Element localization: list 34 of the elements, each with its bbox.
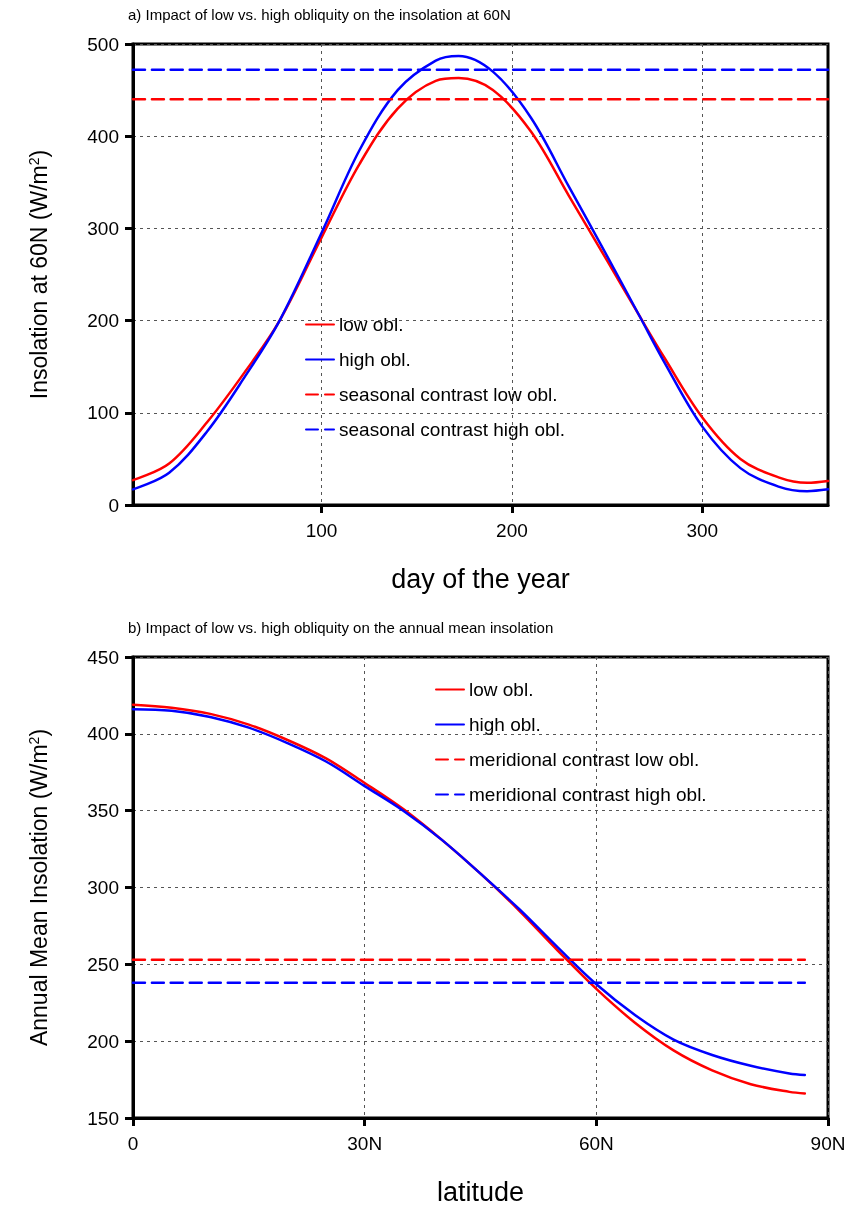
x-tick-label: 0 (127, 1133, 139, 1154)
x-tick-label: 90N (810, 1133, 846, 1154)
legend-label: high obl. (469, 714, 541, 735)
legend-label: high obl. (339, 349, 411, 370)
y-axis-title: Annual Mean Insolation (W/m2) (26, 728, 52, 1047)
y-tick-label: 450 (87, 646, 119, 668)
y-tick-label: 0 (108, 494, 119, 516)
legend-label: low obl. (339, 314, 404, 335)
chart-title: b) Impact of low vs. high obliquity on the annual mean insolation (128, 619, 554, 636)
chart-title: a) Impact of low vs. high obliquity on the insolation at 60N (128, 6, 511, 23)
y-axis-title: Insolation at 60N (W/m2) (26, 149, 52, 400)
legend-label: meridional contrast low obl. (469, 749, 700, 770)
y-tick-label: 150 (87, 1107, 119, 1129)
x-axis-title: latitude (436, 1176, 525, 1207)
x-tick-label: 300 (686, 520, 719, 541)
y-tick-label: 200 (87, 310, 119, 332)
legend-label: seasonal contrast low obl. (339, 384, 558, 405)
y-tick-label: 250 (87, 953, 119, 975)
legend-label: meridional contrast high obl. (469, 784, 707, 805)
y-tick-label: 300 (87, 877, 119, 898)
y-tick-label: 100 (87, 402, 119, 424)
y-tick-label: 400 (87, 125, 119, 147)
x-tick-label: 30N (347, 1133, 383, 1154)
y-tick-label: 350 (87, 800, 119, 822)
x-tick-label: 60N (578, 1133, 614, 1154)
x-tick-label: 200 (496, 520, 528, 541)
y-tick-label: 400 (87, 723, 119, 745)
y-tick-label: 300 (87, 217, 119, 239)
legend-label: seasonal contrast high obl. (339, 419, 566, 440)
x-tick-label: 100 (305, 520, 338, 541)
x-axis-title: day of the year (391, 563, 570, 594)
y-tick-label: 200 (87, 1030, 119, 1052)
legend-label: low obl. (469, 679, 534, 700)
y-tick-label: 500 (87, 33, 119, 55)
